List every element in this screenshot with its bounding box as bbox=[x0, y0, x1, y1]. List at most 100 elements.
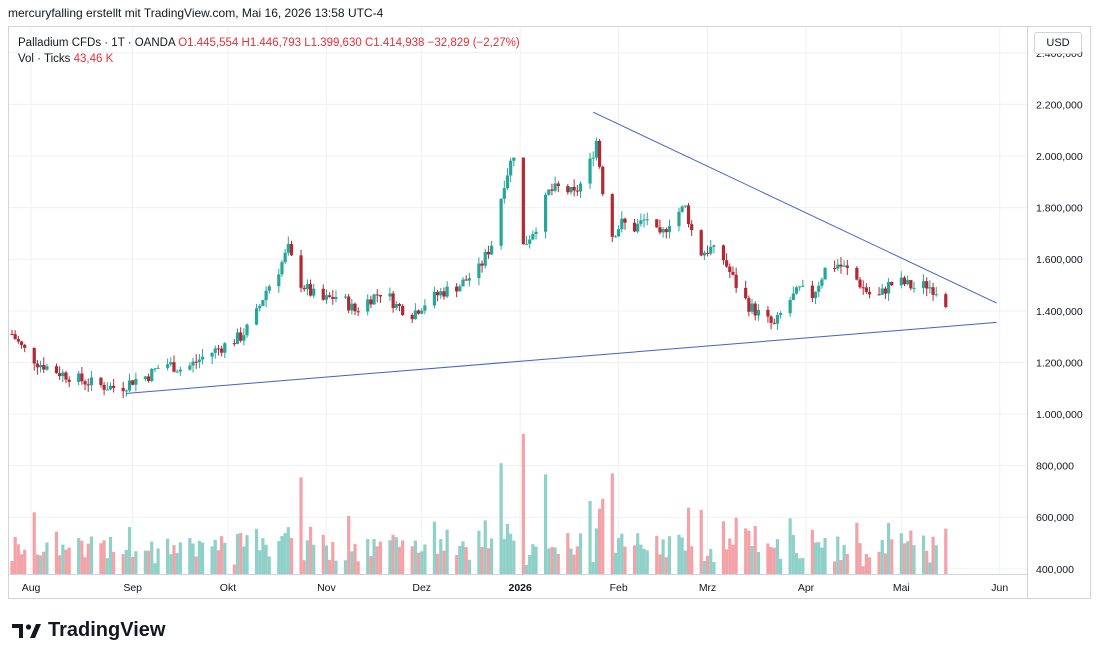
candle-body bbox=[591, 157, 595, 159]
volume-bar bbox=[267, 556, 271, 574]
volume-bar bbox=[731, 544, 735, 574]
candle-body bbox=[912, 287, 916, 289]
candle-body bbox=[839, 264, 843, 267]
volume-bar bbox=[601, 498, 605, 574]
candle-body bbox=[887, 281, 891, 294]
candle-body bbox=[312, 288, 316, 296]
candle-body bbox=[150, 368, 154, 381]
price-tick-label: 1.800,000 bbox=[1036, 203, 1083, 215]
candle-body bbox=[197, 359, 201, 363]
volume-bar bbox=[32, 512, 36, 574]
tradingview-logo[interactable]: TradingView bbox=[12, 619, 165, 642]
candle-body bbox=[131, 380, 135, 385]
volume-bar bbox=[509, 533, 513, 574]
volume-bar bbox=[489, 538, 494, 574]
candle-body bbox=[10, 334, 14, 336]
volume-bar bbox=[172, 545, 176, 574]
candle-body bbox=[394, 303, 398, 308]
symbol-label[interactable]: Palladium CFDs · 1T · OANDA bbox=[18, 37, 175, 49]
volume-bar bbox=[887, 522, 891, 574]
volume-bar bbox=[343, 560, 348, 574]
volume-bar bbox=[197, 540, 201, 574]
time-axis-label: Feb bbox=[610, 582, 628, 594]
volume-bar bbox=[756, 552, 760, 574]
candle-body bbox=[747, 298, 751, 312]
volume-bar bbox=[191, 543, 195, 574]
price-tick-label: 1.600,000 bbox=[1036, 254, 1083, 266]
candle-body bbox=[810, 285, 814, 299]
price-tick-label: 400,000 bbox=[1036, 564, 1074, 576]
candle-body bbox=[690, 224, 694, 231]
candle-body bbox=[750, 303, 754, 312]
volume-bar bbox=[442, 550, 446, 574]
volume-bar bbox=[38, 555, 43, 574]
volume-bar bbox=[213, 540, 217, 574]
volume-bar bbox=[753, 526, 757, 574]
trendline-upper[interactable] bbox=[593, 111, 997, 304]
candle-body bbox=[89, 377, 94, 386]
volume-bar bbox=[200, 542, 205, 574]
candle-body bbox=[550, 189, 554, 191]
candle-body bbox=[813, 291, 818, 299]
candle-body bbox=[121, 387, 125, 392]
candle-body bbox=[169, 362, 173, 365]
volume-bar bbox=[772, 547, 776, 574]
candle-body bbox=[906, 280, 910, 285]
volume-bar bbox=[99, 543, 103, 574]
candle-body bbox=[931, 287, 935, 295]
price-tick-label: 1.400,000 bbox=[1036, 306, 1083, 318]
candle-body bbox=[864, 287, 868, 292]
volume-bar bbox=[858, 543, 862, 574]
candle-body bbox=[855, 267, 859, 280]
time-axis-label: Jun bbox=[991, 582, 1008, 594]
volume-bar bbox=[750, 545, 754, 574]
candle-body bbox=[245, 324, 249, 336]
candle-body bbox=[127, 380, 132, 391]
candle-body bbox=[35, 363, 40, 368]
trendline-lower[interactable] bbox=[126, 321, 997, 394]
candle-body bbox=[721, 245, 726, 261]
candle-body bbox=[480, 263, 484, 266]
volume-bar bbox=[931, 536, 935, 574]
candle-body bbox=[655, 219, 659, 228]
volume-bar bbox=[258, 550, 262, 574]
volume-bar bbox=[721, 521, 726, 574]
candle-body bbox=[686, 205, 691, 225]
volume-bar bbox=[420, 551, 424, 574]
close-value: C1.414,938 bbox=[364, 37, 425, 49]
candle-body bbox=[23, 344, 27, 348]
candle-body bbox=[728, 266, 732, 272]
chart-caption: mercuryfalling erstellt mit TradingView.… bbox=[8, 6, 384, 20]
volume-bar bbox=[423, 544, 427, 574]
volume-bar bbox=[156, 548, 160, 574]
volume-bar bbox=[194, 556, 198, 574]
volume-bar bbox=[216, 550, 221, 574]
volume-bar bbox=[925, 550, 929, 574]
volume-bar bbox=[632, 545, 637, 574]
volume-bar bbox=[623, 546, 627, 574]
volume-bar bbox=[416, 552, 421, 574]
candle-body bbox=[499, 198, 503, 246]
volume-bar bbox=[467, 559, 471, 574]
candle-body bbox=[578, 183, 583, 192]
volume-label[interactable]: Vol · Ticks bbox=[18, 53, 71, 65]
volume-bar bbox=[610, 473, 614, 574]
currency-button[interactable]: USD bbox=[1034, 32, 1082, 54]
candle-body bbox=[817, 285, 821, 292]
volume-bar bbox=[521, 434, 525, 574]
time-axis-label: Okt bbox=[220, 582, 236, 594]
candle-body bbox=[467, 278, 471, 281]
volume-bar bbox=[175, 553, 179, 574]
candle-body bbox=[277, 274, 281, 287]
candle-body bbox=[378, 294, 383, 297]
candle-body bbox=[302, 287, 306, 290]
candle-body bbox=[883, 288, 888, 294]
volume-bar bbox=[112, 551, 116, 574]
candle-body bbox=[420, 310, 424, 314]
volume-bar bbox=[394, 537, 398, 574]
candle-body bbox=[594, 140, 599, 158]
candle-body bbox=[528, 239, 532, 244]
candle-body bbox=[845, 265, 849, 268]
candle-body bbox=[410, 315, 414, 320]
